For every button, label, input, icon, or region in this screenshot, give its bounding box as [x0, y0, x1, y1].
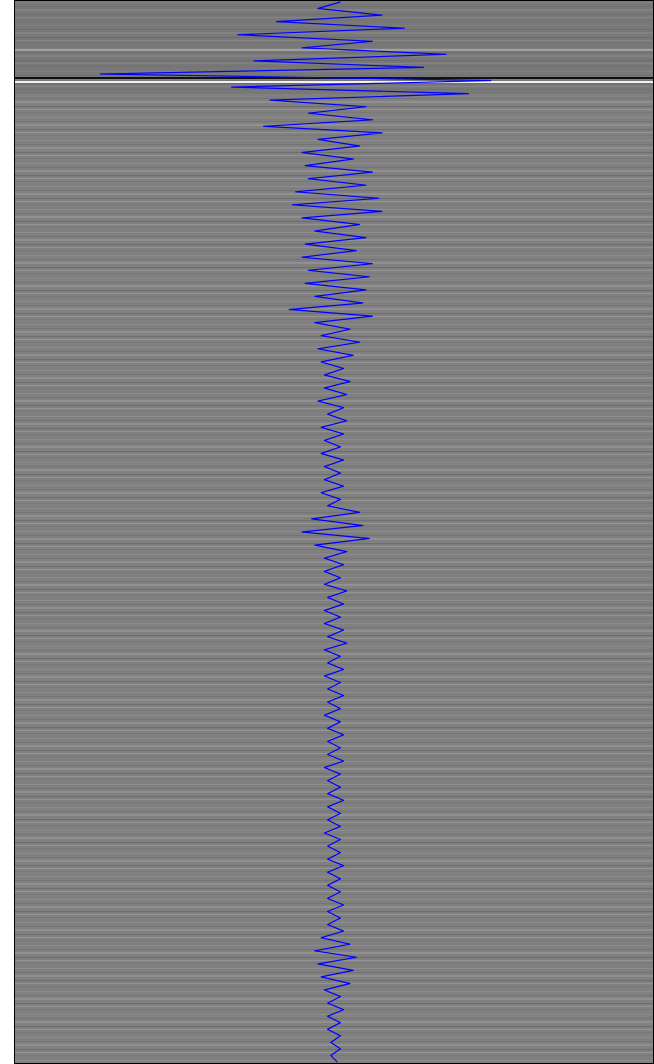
trace-background — [14, 0, 654, 1064]
trace — [99, 1, 492, 1063]
top-band — [14, 0, 654, 95]
